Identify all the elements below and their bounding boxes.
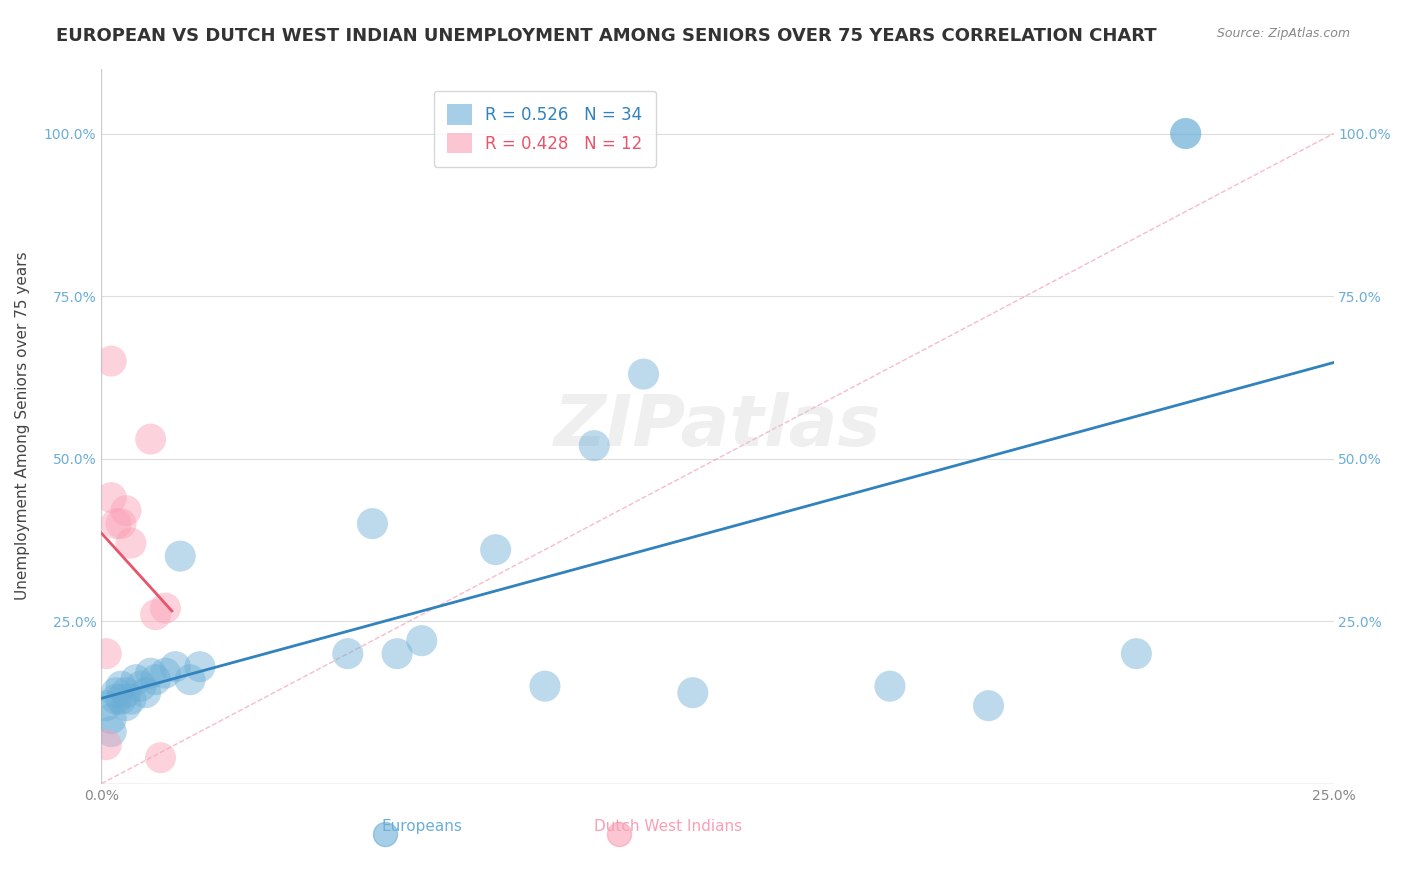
Text: Dutch West Indians: Dutch West Indians <box>595 819 742 834</box>
Point <box>169 549 191 563</box>
Point <box>155 601 177 615</box>
Point <box>139 432 162 446</box>
Point <box>139 666 162 681</box>
Point <box>336 647 359 661</box>
Text: ZIPatlas: ZIPatlas <box>554 392 882 460</box>
Point <box>96 698 118 713</box>
Point <box>100 724 122 739</box>
Point <box>110 516 132 531</box>
Point <box>682 686 704 700</box>
Point <box>179 673 201 687</box>
Point <box>100 491 122 505</box>
Point <box>149 750 172 764</box>
Point <box>115 686 138 700</box>
Point <box>110 692 132 706</box>
Point <box>385 647 408 661</box>
Point <box>120 536 142 550</box>
Point <box>534 679 557 693</box>
Point <box>105 516 128 531</box>
Point <box>129 679 152 693</box>
Point <box>879 679 901 693</box>
Text: Europeans: Europeans <box>381 819 463 834</box>
Legend: R = 0.526   N = 34, R = 0.428   N = 12: R = 0.526 N = 34, R = 0.428 N = 12 <box>434 91 657 167</box>
Point <box>485 542 508 557</box>
Point <box>115 698 138 713</box>
Y-axis label: Unemployment Among Seniors over 75 years: Unemployment Among Seniors over 75 years <box>15 252 30 600</box>
Point <box>96 738 118 752</box>
Point <box>165 659 187 673</box>
Point <box>1174 127 1197 141</box>
Point <box>105 692 128 706</box>
Point <box>188 659 211 673</box>
Point <box>120 692 142 706</box>
Point <box>411 633 433 648</box>
Point <box>607 827 630 841</box>
Text: EUROPEAN VS DUTCH WEST INDIAN UNEMPLOYMENT AMONG SENIORS OVER 75 YEARS CORRELATI: EUROPEAN VS DUTCH WEST INDIAN UNEMPLOYME… <box>56 27 1157 45</box>
Point <box>96 647 118 661</box>
Point <box>374 827 396 841</box>
Point <box>105 686 128 700</box>
Point <box>115 503 138 517</box>
Point <box>155 666 177 681</box>
Point <box>110 679 132 693</box>
Point <box>1125 647 1147 661</box>
Point <box>977 698 1000 713</box>
Point <box>145 607 167 622</box>
Point <box>135 686 157 700</box>
Text: Source: ZipAtlas.com: Source: ZipAtlas.com <box>1216 27 1350 40</box>
Point <box>361 516 384 531</box>
Point <box>583 439 606 453</box>
Point <box>100 712 122 726</box>
Point <box>633 367 655 381</box>
Point <box>125 673 148 687</box>
Point <box>1174 127 1197 141</box>
Point <box>100 354 122 368</box>
Point <box>145 673 167 687</box>
